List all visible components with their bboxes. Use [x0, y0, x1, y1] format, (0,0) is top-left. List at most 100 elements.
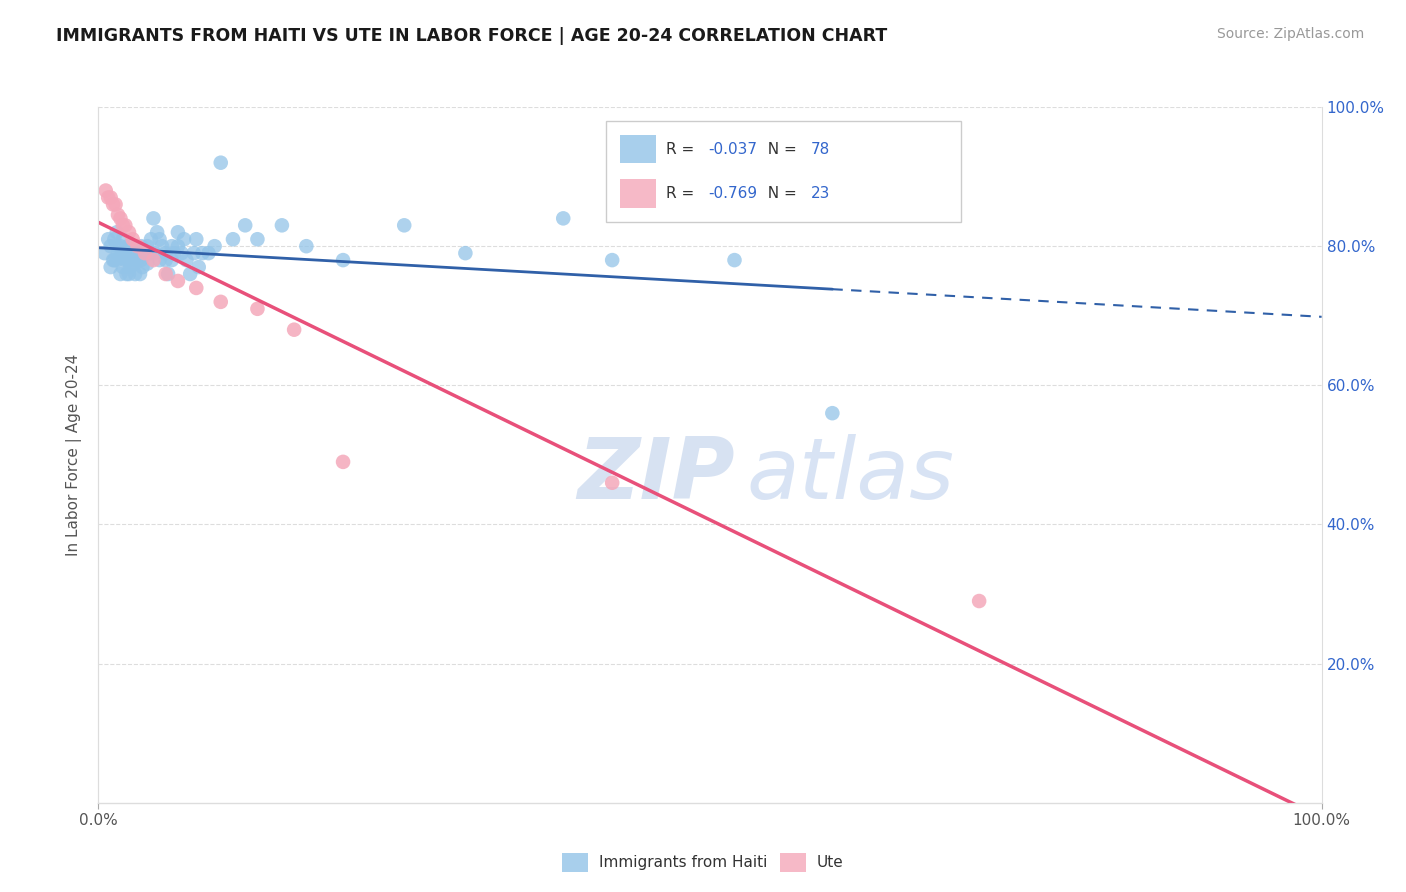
- Text: -0.037: -0.037: [709, 142, 758, 157]
- Point: [204, 239, 226, 253]
- Point: [170, 246, 193, 260]
- Point: [821, 406, 844, 420]
- Point: [94, 184, 117, 198]
- Point: [187, 260, 209, 274]
- Point: [139, 246, 162, 260]
- Point: [186, 232, 208, 246]
- Point: [176, 253, 198, 268]
- Point: [197, 246, 219, 260]
- Point: [129, 253, 152, 268]
- Point: [129, 267, 152, 281]
- Point: [129, 239, 152, 253]
- Point: [155, 246, 177, 260]
- Point: [127, 239, 149, 253]
- Point: [191, 246, 214, 260]
- Point: [283, 323, 305, 337]
- Text: Ute: Ute: [817, 855, 844, 870]
- Point: [295, 239, 318, 253]
- Point: [142, 211, 165, 226]
- Point: [270, 219, 294, 233]
- Point: [246, 301, 269, 316]
- Point: [97, 232, 120, 246]
- Point: [115, 267, 138, 281]
- Point: [121, 253, 143, 268]
- Point: [136, 256, 159, 270]
- Point: [209, 294, 232, 309]
- Text: 23: 23: [811, 186, 831, 201]
- Point: [93, 246, 115, 260]
- Point: [553, 211, 575, 226]
- Point: [100, 260, 122, 274]
- Point: [111, 232, 134, 246]
- Point: [155, 253, 177, 268]
- Point: [104, 197, 127, 211]
- Point: [117, 253, 139, 268]
- Point: [149, 253, 172, 268]
- Text: ZIP: ZIP: [576, 434, 734, 517]
- Text: 78: 78: [811, 142, 831, 157]
- Point: [114, 253, 136, 268]
- Text: R =: R =: [666, 142, 700, 157]
- Point: [233, 219, 256, 233]
- Point: [332, 253, 354, 268]
- Point: [454, 246, 477, 260]
- Point: [179, 267, 201, 281]
- Point: [118, 225, 141, 239]
- Point: [124, 246, 146, 260]
- Point: [105, 239, 128, 253]
- Point: [110, 211, 132, 226]
- Point: [160, 239, 183, 253]
- Text: N =: N =: [758, 142, 801, 157]
- Point: [114, 243, 136, 257]
- Point: [127, 239, 149, 253]
- Point: [155, 267, 177, 281]
- Point: [139, 232, 162, 246]
- Point: [100, 239, 122, 253]
- Point: [149, 232, 172, 246]
- Text: IMMIGRANTS FROM HAITI VS UTE IN LABOR FORCE | AGE 20-24 CORRELATION CHART: IMMIGRANTS FROM HAITI VS UTE IN LABOR FO…: [56, 27, 887, 45]
- Point: [110, 239, 132, 253]
- Point: [183, 246, 205, 260]
- Point: [111, 260, 134, 274]
- Y-axis label: In Labor Force | Age 20-24: In Labor Force | Age 20-24: [66, 354, 83, 556]
- Point: [100, 190, 122, 204]
- Point: [160, 253, 183, 268]
- Point: [121, 232, 143, 246]
- Text: N =: N =: [758, 186, 801, 201]
- Text: atlas: atlas: [747, 434, 955, 517]
- Point: [97, 190, 120, 204]
- Point: [143, 246, 166, 260]
- Point: [186, 281, 208, 295]
- Point: [110, 267, 132, 281]
- Point: [332, 455, 354, 469]
- Text: Immigrants from Haiti: Immigrants from Haiti: [599, 855, 768, 870]
- Point: [111, 246, 134, 260]
- Point: [105, 253, 128, 268]
- Point: [124, 267, 146, 281]
- Point: [167, 239, 190, 253]
- Point: [600, 475, 623, 490]
- Point: [118, 267, 141, 281]
- Point: [105, 225, 128, 239]
- Point: [136, 239, 159, 253]
- Text: -0.769: -0.769: [709, 186, 758, 201]
- Point: [222, 232, 245, 246]
- Point: [120, 260, 142, 274]
- Point: [110, 250, 132, 264]
- Text: Source: ZipAtlas.com: Source: ZipAtlas.com: [1216, 27, 1364, 41]
- Point: [103, 232, 125, 246]
- Point: [107, 208, 129, 222]
- Point: [127, 253, 149, 268]
- Point: [124, 256, 146, 270]
- Point: [120, 246, 142, 260]
- Point: [246, 232, 269, 246]
- Point: [117, 239, 139, 253]
- Point: [150, 239, 173, 253]
- Point: [600, 253, 623, 268]
- Point: [142, 253, 165, 268]
- Point: [209, 155, 232, 169]
- Point: [167, 274, 190, 288]
- Point: [103, 253, 125, 268]
- Point: [118, 253, 141, 268]
- Point: [723, 253, 745, 268]
